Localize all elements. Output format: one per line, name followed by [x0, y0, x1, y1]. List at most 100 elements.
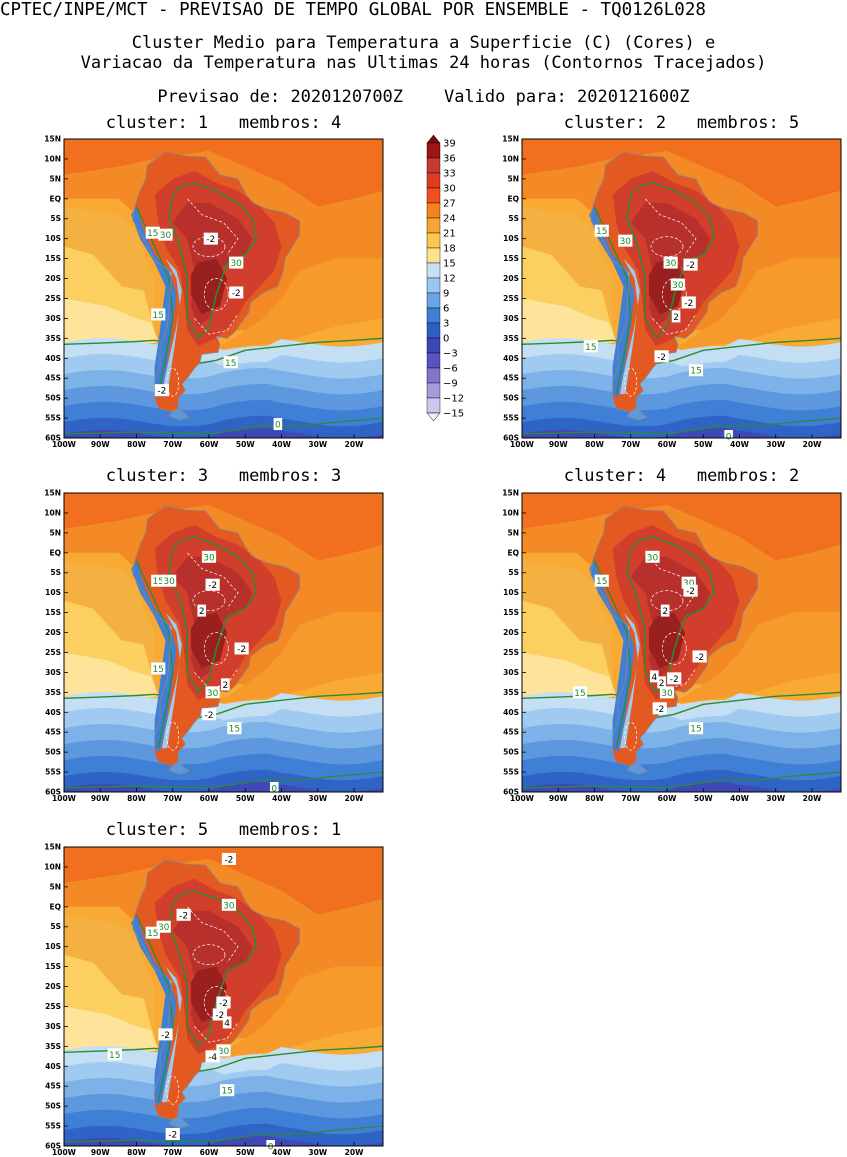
lon-tick-label: 80W [585, 794, 604, 803]
lon-tick-label: 90W [91, 440, 110, 449]
contour-label: 4 [224, 1019, 230, 1029]
colorbar-label: −15 [443, 409, 464, 420]
contour-label: 15 [147, 929, 158, 939]
header-forecast-dates: Previsao de: 2020120700Z Valido para: 20… [157, 87, 690, 107]
lon-tick-label: 70W [163, 794, 182, 803]
contour-label: 2 [673, 313, 679, 323]
lat-tick-label: 5N [50, 882, 62, 891]
contour-label: -2 [684, 299, 693, 309]
contour-label: 15 [153, 311, 164, 321]
contour-label: -2 [157, 387, 166, 397]
lat-tick-label: 45S [45, 374, 61, 383]
lat-tick-label: 15S [503, 254, 519, 263]
contour-label: 30 [230, 259, 242, 269]
lat-tick-label: 30S [45, 314, 61, 323]
colorbar-swatch [426, 382, 441, 399]
colorbar-swatch [426, 367, 441, 384]
contour-label: -2 [219, 999, 228, 1009]
lat-tick-label: 5S [508, 214, 519, 223]
colorbar-swatch [426, 292, 441, 309]
lat-tick-label: 35S [45, 1042, 61, 1051]
lon-tick-label: 80W [585, 440, 604, 449]
lat-tick-label: 60S [45, 434, 61, 443]
contour-label: -2 [670, 675, 679, 685]
colorbar-swatch [426, 142, 441, 159]
lon-tick-label: 90W [91, 1148, 110, 1157]
lon-tick-label: 60W [200, 794, 219, 803]
lon-tick-label: 100W [510, 794, 535, 803]
contour-label: 15 [690, 367, 701, 377]
colorbar-label: 27 [443, 199, 456, 210]
contour-label: 15 [147, 229, 158, 239]
contour-label: 2 [222, 681, 228, 691]
contour-label: 30 [672, 281, 684, 291]
lon-tick-label: 70W [621, 440, 640, 449]
colorbar-bottom-arrow [426, 412, 441, 422]
lon-tick-label: 30W [766, 440, 785, 449]
lon-tick-label: 80W [127, 1148, 146, 1157]
lat-tick-label: 30S [45, 668, 61, 677]
contour-label: -2 [232, 289, 241, 299]
lat-tick-label: 10S [45, 234, 61, 243]
colorbar-label: 36 [443, 154, 456, 165]
lat-tick-label: 40S [45, 354, 61, 363]
colorbar-label: −3 [443, 349, 458, 360]
colorbar-label: 33 [443, 169, 456, 180]
contour-label: 0 [275, 421, 281, 431]
lon-tick-label: 70W [163, 440, 182, 449]
colorbar-label: 30 [443, 184, 456, 195]
lon-tick-label: 40W [730, 440, 749, 449]
lon-tick-label: 60W [658, 794, 677, 803]
contour-label: -2 [224, 855, 233, 865]
lat-tick-label: 15S [45, 254, 61, 263]
panel-1-title: cluster: 1 membros: 4 [105, 113, 342, 133]
lon-tick-label: 20W [803, 794, 822, 803]
lon-tick-label: 100W [52, 440, 77, 449]
colorbar-label: 0 [443, 334, 449, 345]
colorbar-label: 9 [443, 289, 449, 300]
lat-tick-label: 15S [45, 608, 61, 617]
lon-tick-label: 50W [236, 1148, 255, 1157]
map-panel-cluster-2: 15 30 30 -2 30 -2 2 15 -2 15 0 15N 10N 5N EQ 5S 10S 15S 20… [502, 135, 842, 449]
lat-tick-label: 15N [44, 135, 61, 144]
contour-label: -2 [215, 1011, 224, 1021]
lat-tick-label: 10S [45, 588, 61, 597]
contour-label: -2 [208, 581, 217, 591]
lat-tick-label: 25S [45, 1002, 61, 1011]
lon-tick-label: 30W [308, 794, 327, 803]
map-panel-cluster-1: 15 30 -2 30 -2 15 15 -2 0 15N 10N 5N EQ 5S 10S 15S 20S 25… [44, 135, 384, 449]
lat-tick-label: 5N [508, 174, 520, 183]
contour-label: 30 [647, 553, 659, 563]
colorbar-top-arrow [426, 134, 441, 144]
lat-tick-label: 35S [503, 688, 519, 697]
lat-tick-label: 50S [45, 1102, 61, 1111]
contour-label: 15 [596, 577, 607, 587]
contour-label: 30 [160, 231, 172, 241]
lat-tick-label: 15N [44, 489, 61, 498]
lat-tick-label: 40S [503, 708, 519, 717]
lat-tick-label: 60S [503, 434, 519, 443]
contour-label: 2 [199, 607, 205, 617]
lon-tick-label: 30W [308, 440, 327, 449]
lat-tick-label: 10N [502, 154, 519, 163]
contour-label: 0 [268, 1143, 274, 1153]
lon-tick-label: 60W [200, 1148, 219, 1157]
header-subtitle-1: Cluster Medio para Temperatura a Superfi… [131, 33, 716, 53]
lat-tick-label: 35S [45, 334, 61, 343]
lat-tick-label: 10N [44, 508, 61, 517]
colorbar-label: 6 [443, 304, 449, 315]
panel-2-title: cluster: 2 membros: 5 [563, 113, 800, 133]
lat-tick-label: 60S [45, 1142, 61, 1151]
lat-tick-label: 5N [50, 528, 62, 537]
contour-label: -2 [237, 645, 246, 655]
lat-tick-label: 30S [503, 314, 519, 323]
lon-tick-label: 30W [308, 1148, 327, 1157]
contour-label: 0 [271, 785, 277, 795]
lat-tick-label: EQ [508, 548, 520, 557]
lon-tick-label: 90W [549, 440, 568, 449]
contour-label: -2 [695, 653, 704, 663]
colorbar-swatch [426, 352, 441, 369]
